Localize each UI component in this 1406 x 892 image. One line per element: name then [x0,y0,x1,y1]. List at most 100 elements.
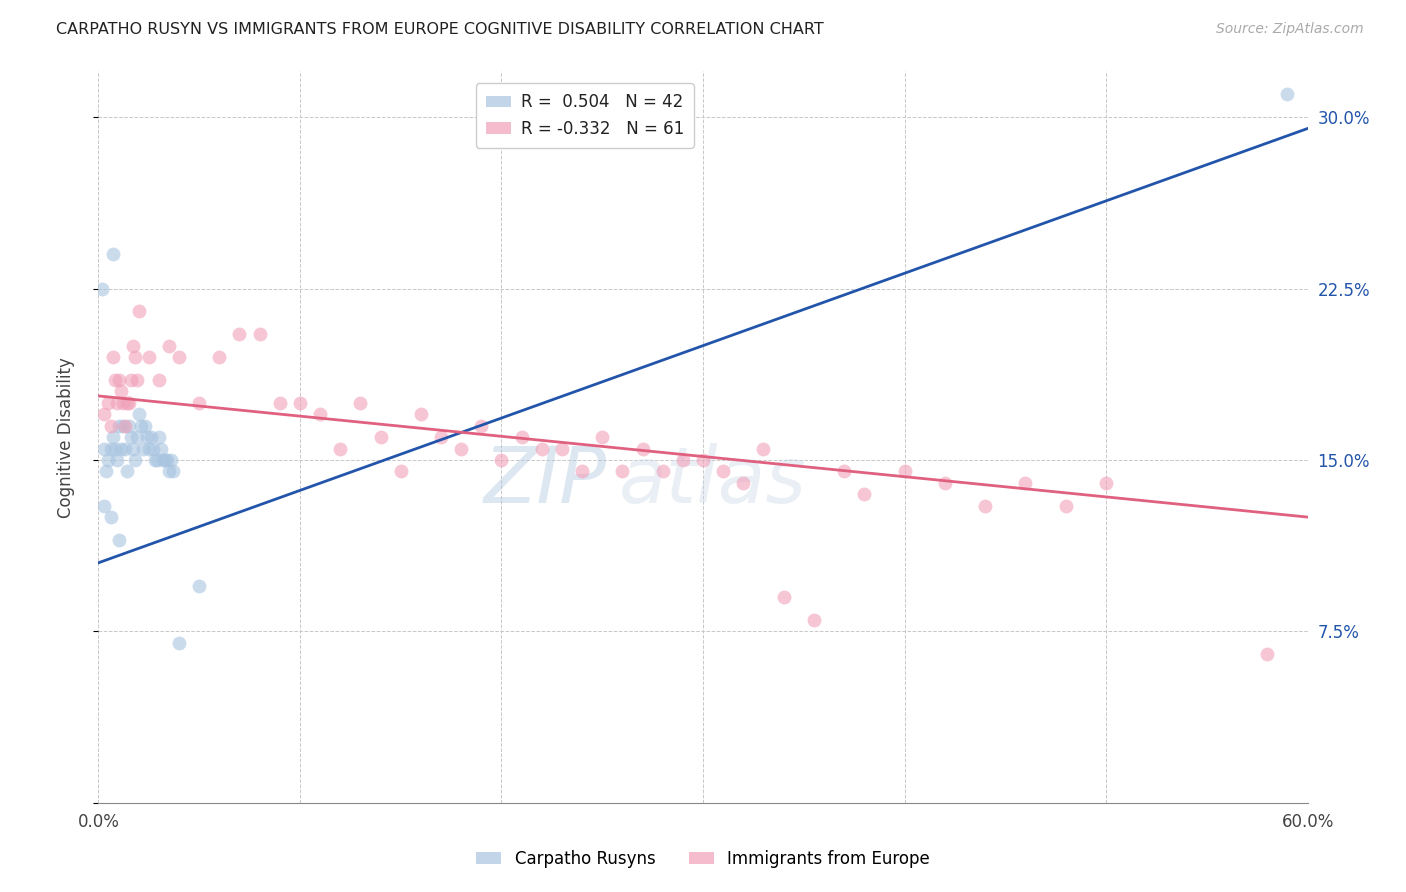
Point [105,396,128,410]
Point [125,373,148,387]
Point [672,453,695,467]
Point [128,407,150,421]
Point [571,464,593,478]
Point [208,350,231,364]
Point [1095,475,1118,490]
Point [974,499,997,513]
Text: atlas: atlas [619,443,806,519]
Point [132,442,155,456]
Point [288,396,311,410]
Point [389,464,412,478]
Legend: R =  0.504   N = 42, R = -0.332   N = 61: R = 0.504 N = 42, R = -0.332 N = 61 [475,83,693,148]
Point [409,407,432,421]
Point [100,510,122,524]
Point [1277,87,1299,102]
Point [118,396,141,410]
Point [107,373,129,387]
Point [105,453,128,467]
Point [651,464,673,478]
Point [142,442,165,456]
Point [152,453,174,467]
Point [100,418,122,433]
Point [188,579,211,593]
Point [167,636,190,650]
Point [1054,499,1077,513]
Point [110,384,132,399]
Point [803,613,825,627]
Point [148,373,170,387]
Point [853,487,876,501]
Point [93,499,115,513]
Point [153,453,176,467]
Point [118,418,141,433]
Point [115,464,138,478]
Point [470,418,492,433]
Point [139,430,162,444]
Point [551,442,574,456]
Point [450,442,472,456]
Point [103,442,125,456]
Point [91,281,114,295]
Point [101,350,124,364]
Point [97,453,120,467]
Point [120,430,142,444]
Text: ZIP: ZIP [484,443,606,519]
Point [121,442,143,456]
Point [893,464,915,478]
Point [128,304,150,318]
Point [103,373,125,387]
Point [752,442,775,456]
Point [591,430,613,444]
Point [146,453,169,467]
Point [430,430,453,444]
Point [115,396,138,410]
Point [631,442,654,456]
Point [143,453,166,467]
Text: Source: ZipAtlas.com: Source: ZipAtlas.com [1216,22,1364,37]
Point [711,464,734,478]
Point [125,430,148,444]
Point [269,396,291,410]
Point [97,396,120,410]
Point [349,396,371,410]
Point [107,418,129,433]
Point [124,453,146,467]
Point [329,442,352,456]
Point [228,327,250,342]
Point [370,430,392,444]
Point [157,464,180,478]
Point [249,327,271,342]
Legend: Carpatho Rusyns, Immigrants from Europe: Carpatho Rusyns, Immigrants from Europe [470,844,936,875]
Point [93,407,115,421]
Point [124,350,146,364]
Point [96,464,118,478]
Point [1256,647,1278,661]
Point [167,350,190,364]
Point [134,418,156,433]
Point [148,430,170,444]
Point [111,396,134,410]
Point [692,453,714,467]
Point [309,407,332,421]
Point [114,442,136,456]
Point [120,373,142,387]
Point [149,442,172,456]
Point [129,418,152,433]
Point [1014,475,1036,490]
Point [138,442,160,456]
Point [157,338,180,352]
Y-axis label: Cognitive Disability: Cognitive Disability [56,357,75,517]
Point [162,464,184,478]
Point [934,475,956,490]
Point [114,418,136,433]
Point [111,418,134,433]
Point [491,453,513,467]
Point [772,590,794,604]
Point [138,350,160,364]
Point [101,430,124,444]
Point [733,475,755,490]
Point [100,442,122,456]
Point [188,396,211,410]
Point [530,442,553,456]
Point [832,464,855,478]
